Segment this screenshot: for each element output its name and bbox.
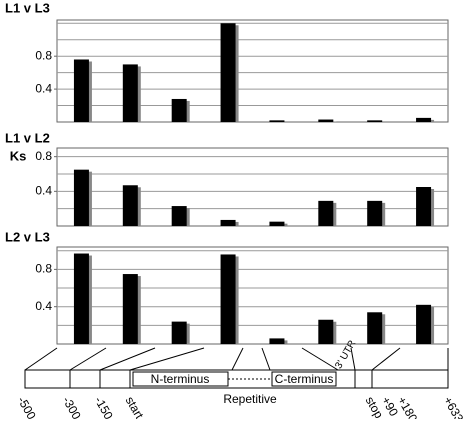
- bar: [123, 274, 138, 344]
- bar: [367, 120, 382, 122]
- connector: [372, 348, 400, 370]
- position-label: -500: [15, 394, 39, 419]
- bar: [74, 59, 89, 122]
- position-label: -150: [92, 394, 116, 419]
- connector: [70, 348, 106, 370]
- connector: [232, 348, 243, 370]
- plot-frame: [57, 148, 448, 226]
- bar: [74, 170, 89, 226]
- bar: [221, 220, 236, 226]
- region-label: N-terminus: [151, 372, 210, 386]
- bar: [123, 64, 138, 122]
- position-label: start: [123, 394, 147, 419]
- bar: [318, 120, 333, 122]
- y-tick-label: 0.8: [35, 262, 52, 276]
- bar: [221, 254, 236, 344]
- bar: [318, 201, 333, 226]
- connector: [302, 348, 338, 370]
- bar: [172, 322, 187, 344]
- connector: [100, 348, 155, 370]
- y-tick-label: 0.4: [35, 81, 52, 95]
- bar: [269, 338, 284, 344]
- bar: [416, 118, 431, 122]
- connector: [262, 348, 270, 370]
- y-tick-label: 0.8: [35, 149, 52, 163]
- bar: [221, 23, 236, 122]
- chart-title: L1 v L3: [5, 0, 50, 15]
- bar: [269, 120, 284, 122]
- connector: [130, 348, 204, 370]
- position-label: -300: [60, 394, 84, 419]
- y-tick-label: 0.4: [35, 299, 52, 313]
- bar: [123, 185, 138, 226]
- bar: [416, 305, 431, 344]
- bar: [74, 254, 89, 344]
- gene-diagram: N-terminus C-terminus 3' UTR: [25, 339, 448, 388]
- bar: [367, 201, 382, 226]
- bar: [269, 222, 284, 226]
- bar: [318, 320, 333, 344]
- bar: [172, 99, 187, 122]
- bar: [172, 206, 187, 226]
- y-tick-label: 0.8: [35, 48, 52, 62]
- region-label: C-terminus: [275, 372, 334, 386]
- chart-title: L1 v L2: [5, 130, 50, 145]
- y-tick-label: 0.4: [35, 184, 52, 198]
- connector: [25, 348, 57, 370]
- position-label: +180: [395, 394, 421, 419]
- chart-title: L2 v L3: [5, 229, 50, 244]
- plot-frame: [57, 247, 448, 344]
- plot-frame: [57, 20, 448, 122]
- y-axis-label: Ks: [10, 148, 27, 163]
- bar: [367, 312, 382, 344]
- position-label: Repetitive: [223, 392, 277, 406]
- bar: [416, 187, 431, 226]
- position-label: +633: [441, 394, 467, 419]
